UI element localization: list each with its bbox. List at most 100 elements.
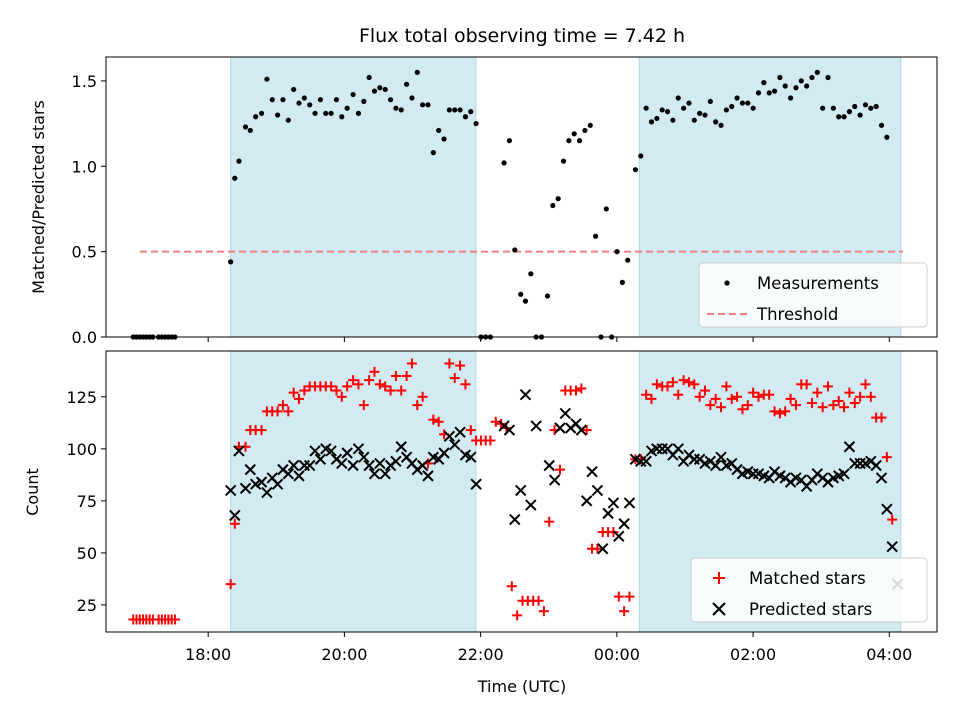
measurement-point (566, 138, 572, 144)
measurement-point (393, 105, 399, 111)
measurement-point (242, 124, 249, 130)
predicted-star-stroke-b (358, 451, 370, 463)
predicted-star-point (224, 484, 237, 497)
bottom-panel: 25 50 75 100 125 18:00 20:00 22:00 00:00 02:00 04:… (23, 350, 938, 664)
measurement-point (258, 110, 265, 116)
matched-star-point (374, 379, 385, 390)
predicted-star-point (449, 438, 461, 451)
matched-star-point (662, 381, 673, 392)
predicted-star-stroke-b (454, 426, 466, 438)
matched-star-point (283, 406, 294, 417)
predicted-star-point (613, 530, 625, 542)
top-panel: 0.0 0.5 1.0 1.5 Matched/Predicted stars Measu… (29, 56, 938, 347)
measurement-point (398, 107, 404, 113)
matched-star-point (326, 381, 337, 392)
matched-star-point (485, 435, 496, 446)
matched-star-point (353, 379, 364, 390)
predicted-star-point (347, 459, 359, 472)
matched-star-point (358, 400, 369, 411)
predicted-star-point (843, 441, 856, 453)
predicted-star-stroke-b (597, 543, 609, 555)
measurement-point (355, 110, 362, 116)
predicted-star-point (271, 478, 284, 490)
predicted-star-stroke-b (465, 451, 477, 463)
matched-star-point (433, 416, 444, 427)
predicted-star-point (309, 445, 321, 457)
matched-star-point (390, 370, 401, 381)
matched-star-point (455, 360, 466, 371)
predicted-star-point (363, 459, 375, 472)
matched-star-point (769, 406, 780, 417)
measurement-point (328, 110, 334, 116)
measurement-point (452, 107, 458, 113)
predicted-star-point (422, 470, 434, 482)
top-y-axis-label: Matched/Predicted stars (29, 100, 48, 294)
measurement-point (670, 117, 676, 123)
predicted-star-point (465, 451, 477, 463)
predicted-star-stroke-b (416, 459, 429, 472)
measurement-point (473, 120, 479, 127)
measurement-point (571, 131, 577, 137)
bottom-y-axis-label: Count (23, 468, 42, 516)
predicted-star-stroke-b (586, 466, 598, 478)
measurement-point (852, 103, 858, 110)
predicted-star-stroke-b (602, 507, 614, 520)
predicted-star-stroke-b (742, 466, 754, 478)
predicted-star-point (548, 474, 561, 486)
predicted-star-stroke-b (672, 443, 684, 455)
measurement-point (750, 105, 756, 111)
measurement-point (555, 196, 561, 202)
measurement-point (253, 114, 259, 120)
top-legend: Measurements Threshold (698, 262, 928, 328)
predicted-star-stroke-b (715, 451, 727, 463)
predicted-star-stroke-b (395, 441, 407, 453)
legend-label: Threshold (756, 305, 838, 324)
predicted-star-point (336, 457, 348, 470)
measurement-point (576, 138, 583, 144)
predicted-star-stroke-b (758, 470, 770, 482)
measurement-point (884, 134, 890, 140)
predicted-star-point (886, 540, 898, 553)
measurement-point (777, 74, 783, 81)
predicted-star-point (374, 457, 386, 470)
measurement-point (782, 83, 788, 89)
matched-star-point (855, 391, 866, 402)
measurement-point (275, 112, 281, 118)
x-tick-label: 00:00 (594, 645, 640, 664)
predicted-star-point (314, 453, 327, 465)
matched-star-point (613, 591, 624, 602)
predicted-star-stroke-b (881, 503, 893, 515)
matched-star-point (833, 395, 844, 406)
measurement-point (686, 100, 692, 106)
predicted-star-point (509, 513, 521, 526)
predicted-star-point (261, 486, 273, 499)
predicted-star-point (282, 468, 295, 480)
measurement-point (659, 107, 665, 113)
measurement-point (296, 100, 302, 106)
predicted-star-stroke-b (509, 513, 521, 526)
matched-star-point (396, 385, 407, 396)
measurement-point (755, 90, 762, 96)
matched-star-point (619, 606, 630, 617)
measurement-point (675, 95, 681, 101)
predicted-star-point (358, 451, 370, 463)
predicted-star-stroke-b (515, 484, 527, 497)
predicted-star-stroke-b (282, 468, 295, 480)
predicted-star-stroke-b (559, 407, 572, 420)
predicted-star-stroke-b (629, 453, 642, 465)
predicted-star-stroke-b (554, 422, 566, 434)
matched-star-point (428, 414, 439, 425)
measurement-point (425, 102, 431, 108)
predicted-star-stroke-b (449, 438, 461, 451)
measurement-point (247, 127, 253, 134)
matched-star-point (581, 425, 592, 436)
predicted-star-stroke-b (320, 443, 332, 455)
matched-star-point (646, 393, 657, 404)
matched-star-point (576, 383, 587, 394)
measurement-point (697, 110, 703, 116)
measurement-point (820, 105, 826, 111)
matched-star-point (823, 381, 834, 392)
predicted-star-point (233, 445, 245, 457)
measurement-point (878, 122, 885, 128)
predicted-star-point (640, 455, 652, 468)
